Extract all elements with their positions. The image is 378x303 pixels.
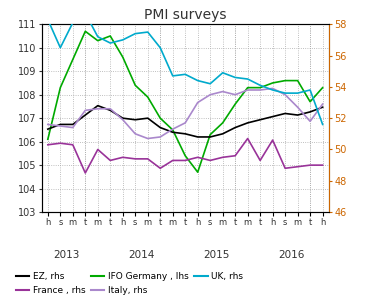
Text: 2016: 2016 [278, 250, 305, 260]
Legend: EZ, rhs, France , rhs, IFO Germany , lhs, Italy, rhs, UK, rhs: EZ, rhs, France , rhs, IFO Germany , lhs… [12, 269, 247, 298]
Title: PMI surveys: PMI surveys [144, 8, 226, 22]
Text: 2015: 2015 [203, 250, 229, 260]
Text: 2013: 2013 [53, 250, 80, 260]
Text: 2014: 2014 [128, 250, 155, 260]
